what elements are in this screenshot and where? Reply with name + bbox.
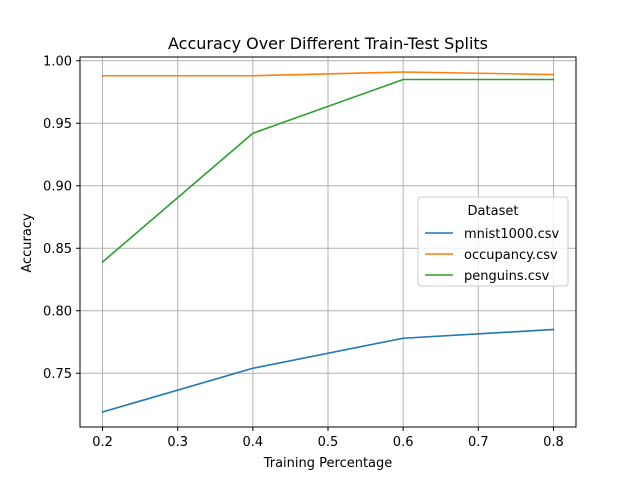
x-tick-label: 0.7 [468,435,489,450]
x-axis-label: Training Percentage [263,456,393,471]
y-tick-label: 0.80 [43,304,72,319]
chart-title: Accuracy Over Different Train-Test Split… [168,34,488,53]
series-line-2 [101,71,555,77]
y-tick-label: 0.95 [43,117,72,132]
series-line-1 [101,328,555,413]
legend-title: Dataset [468,204,519,219]
legend-entry-label: mnist1000.csv [464,227,560,242]
legend-box [417,196,569,287]
y-tick-label: 0.75 [43,367,72,382]
legend: Dataset mnist1000.csv occupancy.csv pengui… [417,196,569,287]
y-tick-label: 1.00 [43,54,72,69]
series-lines [101,71,555,413]
series-line-3 [101,78,555,264]
x-tick-label: 0.4 [243,435,264,450]
legend-entry-label: occupancy.csv [464,248,558,263]
y-axis-label: Accuracy [20,213,35,273]
y-tick-label: 0.85 [43,242,72,257]
x-tick-label: 0.3 [167,435,188,450]
x-tick-label: 0.8 [543,435,564,450]
legend-entry-label: penguins.csv [464,269,550,284]
y-tick-label: 0.90 [43,179,72,194]
axis-ticks: 0.2 0.3 0.4 0.5 0.6 0.7 0.8 0.75 0.80 0.85 0.90 0.9… [43,54,564,450]
x-tick-label: 0.2 [92,435,113,450]
x-tick-label: 0.5 [318,435,339,450]
x-tick-label: 0.6 [393,435,414,450]
